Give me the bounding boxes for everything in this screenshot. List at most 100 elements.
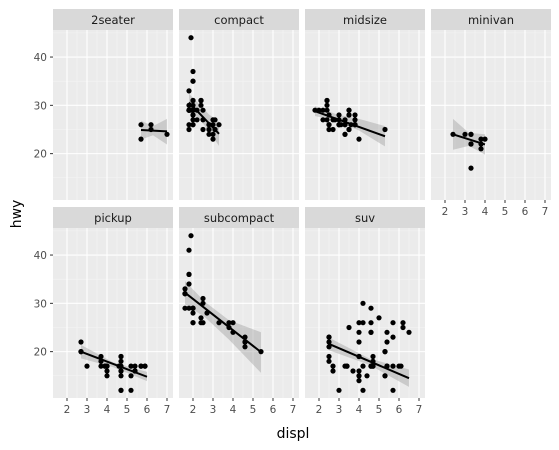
data-point — [356, 373, 362, 379]
data-point — [400, 324, 406, 331]
data-point — [182, 305, 188, 311]
data-point — [356, 136, 362, 142]
y-tick-label: 30 — [34, 100, 47, 112]
data-point — [330, 363, 336, 369]
data-point — [128, 373, 134, 379]
facet-panel-midsize: midsize — [305, 9, 425, 200]
data-point — [138, 122, 144, 128]
facet-strip-label: minivan — [468, 13, 514, 27]
facet-strip-label: suv — [355, 211, 375, 225]
data-point — [478, 136, 484, 142]
data-point — [132, 363, 138, 369]
data-point — [226, 320, 232, 326]
data-point — [336, 122, 342, 128]
data-point — [356, 329, 362, 335]
data-point — [186, 122, 192, 128]
facet-strip-label: pickup — [94, 211, 132, 225]
data-point — [190, 117, 196, 123]
data-point — [462, 131, 468, 137]
data-point — [164, 131, 170, 137]
data-point — [148, 122, 154, 128]
data-point — [198, 97, 204, 104]
data-point — [356, 378, 362, 384]
data-point — [186, 271, 192, 277]
data-point — [200, 126, 206, 133]
data-point — [190, 97, 196, 104]
data-point — [382, 349, 388, 355]
data-point — [186, 305, 192, 311]
data-point — [376, 315, 382, 321]
data-point — [118, 353, 124, 360]
data-point — [330, 126, 336, 133]
data-point — [326, 358, 332, 364]
data-point — [360, 300, 366, 306]
data-point — [382, 126, 388, 133]
data-point — [330, 368, 336, 374]
facet-panel-subcompact: subcompact 2 3 4 5 6 7 — [179, 207, 299, 416]
data-point — [78, 339, 84, 345]
data-point — [346, 107, 352, 113]
data-point — [198, 102, 204, 108]
data-point — [320, 117, 326, 123]
x-tick-label: 5 — [250, 404, 257, 416]
data-point — [356, 339, 362, 345]
regression-line — [184, 291, 262, 353]
data-point — [346, 324, 352, 331]
data-point — [406, 329, 412, 335]
data-point — [346, 112, 352, 118]
facet-panel-2seater: 2seater 20 30 40 — [34, 9, 173, 200]
y-axis-title: hwy — [9, 200, 25, 229]
data-point — [324, 97, 330, 104]
data-point — [384, 339, 390, 345]
data-point — [118, 373, 124, 379]
facet-panel-suv: suv 2 3 4 5 6 7 — [305, 207, 425, 416]
data-point — [382, 373, 388, 379]
data-point — [356, 368, 362, 374]
data-point — [200, 295, 206, 302]
facet-panel-pickup: pickup 2 3 4 5 6 7 20 30 40 — [34, 207, 173, 416]
x-tick-label: 5 — [124, 404, 131, 416]
data-point — [370, 353, 376, 360]
data-point — [104, 363, 110, 369]
data-point — [118, 358, 124, 364]
data-point — [482, 136, 488, 142]
data-point — [468, 131, 474, 137]
confidence-ribbon — [141, 118, 167, 145]
data-point — [206, 126, 212, 133]
data-point — [186, 247, 192, 253]
data-point — [478, 146, 484, 152]
data-point — [104, 373, 110, 379]
facet-strip — [53, 207, 173, 228]
data-point — [216, 122, 222, 128]
data-point — [468, 141, 474, 147]
data-point — [138, 363, 144, 369]
data-point — [368, 329, 374, 335]
data-point — [118, 387, 124, 393]
data-point — [194, 117, 200, 123]
data-point — [364, 373, 370, 379]
data-point — [350, 368, 356, 374]
regression-line — [140, 128, 168, 133]
data-point — [190, 78, 196, 84]
data-point — [468, 165, 474, 171]
data-point — [390, 363, 396, 369]
data-point — [326, 334, 332, 340]
panel-background — [53, 30, 173, 200]
facet-strip — [431, 9, 551, 30]
x-tick-label: 3 — [462, 206, 469, 218]
data-point — [230, 320, 236, 326]
facet-strip — [179, 9, 299, 30]
confidence-ribbon — [453, 118, 485, 155]
x-tick-label: 7 — [416, 404, 423, 416]
x-tick-label: 7 — [542, 206, 549, 218]
x-tick-label: 2 — [316, 404, 323, 416]
facet-strip-label: compact — [214, 13, 264, 27]
x-tick-label: 6 — [144, 404, 151, 416]
data-point — [360, 363, 366, 369]
data-point — [200, 320, 206, 326]
data-point — [326, 339, 332, 345]
data-point — [188, 35, 194, 41]
data-point — [336, 387, 342, 393]
regression-line — [188, 101, 220, 135]
x-tick-label: 3 — [84, 404, 91, 416]
